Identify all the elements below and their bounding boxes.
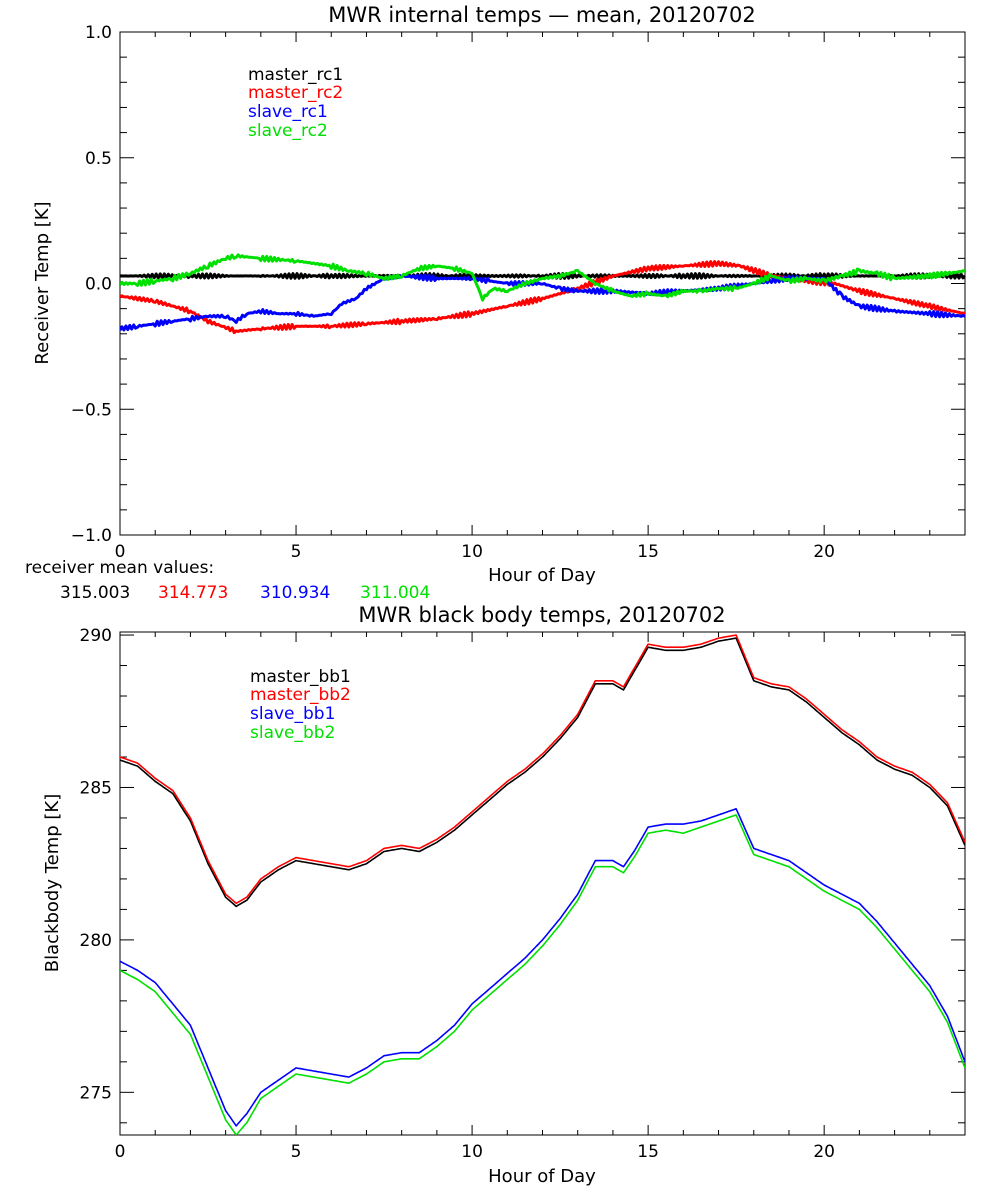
- series-lines: [120, 253, 965, 335]
- y-axis-label: Blackbody Temp [K]: [42, 794, 63, 972]
- series-lines: [120, 634, 965, 1135]
- y-tick-label: 1.0: [85, 23, 112, 43]
- legend: master_rc1 master_rc2 slave_rc1 slave_rc…: [248, 65, 343, 141]
- legend-entry: slave_bb2: [250, 723, 335, 743]
- chart-title: MWR black body temps, 20120702: [358, 603, 725, 627]
- y-tick-label: −0.5: [71, 400, 112, 420]
- legend: master_bb1 master_bb2 slave_bb1 slave_bb…: [250, 667, 351, 743]
- series-line-master-bb1: [120, 637, 965, 908]
- legend-entry: slave_bb1: [250, 704, 335, 724]
- series-line-slave-bb2: [120, 814, 965, 1135]
- x-axis-ticks: 0 5 10 15 20: [115, 32, 966, 562]
- x-tick-label: 10: [461, 1142, 483, 1162]
- mean-value-slave-rc2: 311.004: [360, 583, 430, 603]
- legend-entry: slave_rc1: [248, 102, 328, 122]
- y-axis-ticks: −1.0 −0.5 0.0 0.5 1.0: [71, 23, 965, 546]
- legend-entry: master_rc2: [248, 83, 343, 103]
- y-tick-label: 280: [80, 931, 112, 951]
- mean-value-master-rc1: 315.003: [60, 583, 130, 603]
- legend-entry: master_bb1: [250, 667, 351, 687]
- x-axis-label: Hour of Day: [488, 565, 596, 586]
- x-tick-label: 20: [813, 1142, 835, 1162]
- x-tick-label: 5: [291, 542, 302, 562]
- x-tick-label: 20: [813, 542, 835, 562]
- mean-value-master-rc2: 314.773: [158, 583, 228, 603]
- receiver-mean-annotation: receiver mean values: 315.003 314.773 31…: [25, 558, 430, 603]
- series-line-master-rc1: [120, 272, 965, 280]
- series-line-slave-rc2: [120, 253, 965, 302]
- y-tick-label: 285: [80, 778, 112, 798]
- x-tick-label: 0: [115, 1142, 126, 1162]
- legend-entry: master_rc1: [248, 65, 343, 85]
- y-tick-label: 275: [80, 1083, 112, 1103]
- x-tick-label: 0: [115, 542, 126, 562]
- x-axis-label: Hour of Day: [488, 1166, 596, 1187]
- receiver-temps-chart: MWR internal temps — mean, 20120702 0 5 10…: [25, 3, 966, 603]
- x-tick-label: 5: [291, 1142, 302, 1162]
- series-line-master-bb2: [120, 634, 965, 905]
- legend-entry: slave_rc2: [248, 121, 328, 141]
- annotation-label: receiver mean values:: [25, 558, 214, 578]
- x-tick-label: 15: [637, 1142, 659, 1162]
- legend-entry: master_bb2: [250, 685, 351, 705]
- y-tick-label: 290: [80, 626, 112, 646]
- series-line-master-rc2: [120, 260, 965, 335]
- x-tick-label: 15: [637, 542, 659, 562]
- y-tick-label: −1.0: [71, 526, 112, 546]
- mean-value-slave-rc1: 310.934: [260, 583, 330, 603]
- series-line-slave-bb1: [120, 808, 965, 1127]
- y-tick-label: 0.0: [85, 275, 112, 295]
- x-tick-label: 10: [461, 542, 483, 562]
- x-axis-ticks: 0 5 10 15 20: [115, 632, 966, 1162]
- y-axis-label: Receiver Temp [K]: [32, 201, 53, 364]
- y-axis-ticks: 275 280 285 290: [80, 626, 965, 1124]
- blackbody-temps-chart: MWR black body temps, 20120702 0 5 10 15 20 …: [42, 603, 966, 1187]
- chart-title: MWR internal temps — mean, 20120702: [328, 3, 755, 27]
- y-tick-label: 0.5: [85, 149, 112, 169]
